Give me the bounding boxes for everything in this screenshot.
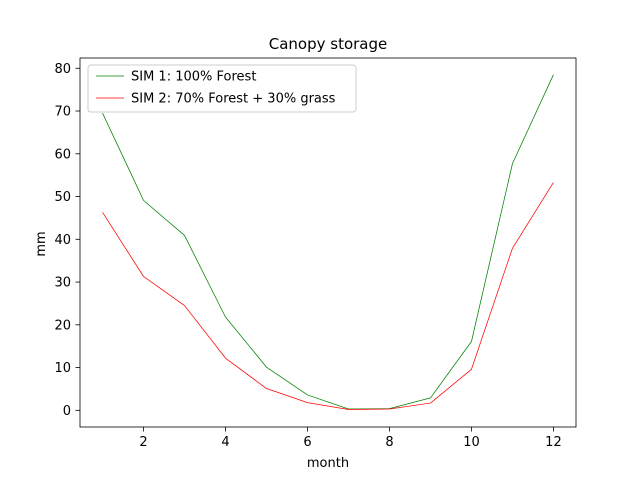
x-tick-label: 10: [463, 435, 480, 450]
series-line-1: [102, 74, 554, 410]
series-1-point: [265, 366, 268, 369]
y-tick-label: 30: [54, 276, 71, 291]
y-tick-label: 50: [54, 190, 71, 205]
series-2-point: [183, 304, 186, 307]
x-tick-label: 6: [303, 435, 311, 450]
series-2-point: [429, 402, 432, 405]
axes-layer: 2 4 6 8 10 12 0 10 20 30 40 50 60 70 80: [54, 57, 577, 450]
y-tick-label: 20: [54, 318, 71, 333]
y-tick-label: 80: [54, 62, 71, 77]
x-tick-label: 8: [385, 435, 393, 450]
series-1-point: [429, 396, 432, 399]
x-tick-label: 12: [545, 435, 562, 450]
series-1-point: [470, 340, 473, 343]
legend: SIM 1: 100% Forest SIM 2: 70% Forest + 30…: [87, 64, 357, 113]
series-1-point: [511, 162, 514, 165]
series-2-point: [306, 401, 309, 404]
series-2-point: [470, 368, 473, 371]
legend-label: SIM 2: 70% Forest + 30% grass: [131, 92, 336, 107]
y-axis-label: mm: [34, 231, 49, 256]
y-tick-label: 70: [54, 105, 71, 120]
series-2-point: [101, 211, 104, 214]
series-1-point: [183, 234, 186, 237]
series-1-point: [142, 199, 145, 202]
series-2-point: [552, 181, 555, 184]
x-axis-label: month: [307, 456, 349, 471]
y-tick-label: 0: [63, 404, 71, 419]
series-line-2: [102, 182, 554, 410]
series-2-point: [142, 275, 145, 278]
chart-title: Canopy storage: [269, 35, 388, 53]
legend-label: SIM 1: 100% Forest: [131, 70, 256, 85]
series-layer: [101, 73, 555, 411]
y-tick-label: 60: [54, 147, 71, 162]
series-1-point: [306, 393, 309, 396]
series-2-point: [388, 408, 391, 411]
x-tick-label: 2: [139, 435, 147, 450]
series-1-point: [224, 316, 227, 319]
x-tick-label: 4: [221, 435, 229, 450]
series-1-point: [552, 73, 555, 76]
series-2-point: [224, 357, 227, 360]
y-tick-label: 10: [54, 361, 71, 376]
y-tick-label: 40: [54, 233, 71, 248]
series-2-point: [347, 408, 350, 411]
legend-box: [87, 64, 357, 113]
series-2-point: [265, 387, 268, 390]
series-2-point: [511, 247, 514, 250]
plot-frame: [79, 57, 577, 428]
